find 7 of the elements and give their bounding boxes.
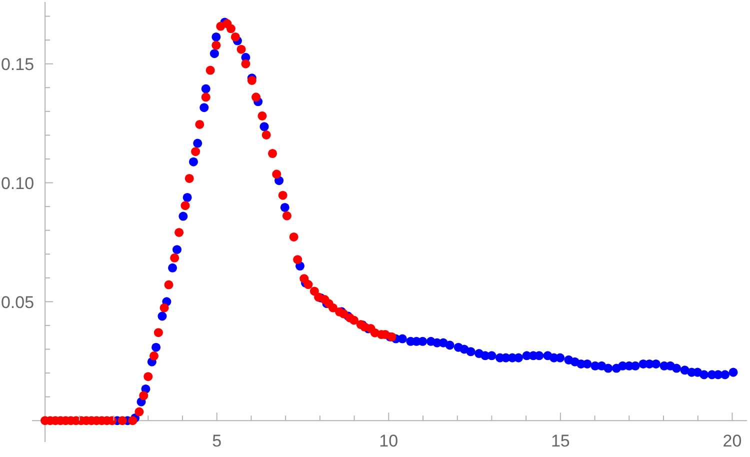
y-tick-label: 0.10 [0,174,34,193]
x-tick-label: 10 [379,432,398,451]
x-tick-label: 20 [722,432,742,451]
y-tick-label: 0.05 [0,292,34,312]
x-tick-label: 15 [550,432,570,451]
x-tick-label: 5 [212,432,222,451]
y-tick-label: 0.15 [0,54,34,74]
